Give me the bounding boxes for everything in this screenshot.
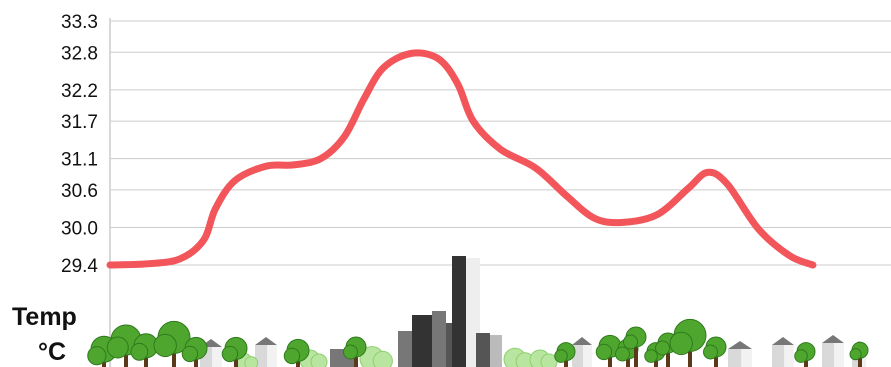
y-tick-label: 32.8 bbox=[61, 43, 98, 64]
tree-icon bbox=[343, 336, 367, 367]
tree-icon bbox=[623, 326, 647, 367]
tree-icon bbox=[130, 333, 159, 367]
tree-icon bbox=[554, 342, 576, 367]
house-icon bbox=[822, 335, 844, 367]
tree-icon bbox=[703, 336, 727, 367]
y-axis-unit: °C bbox=[38, 338, 66, 366]
y-axis-tick-labels: 33.3 32.8 32.2 31.7 31.1 30.6 30.0 29.4 bbox=[61, 12, 98, 277]
building-icon bbox=[412, 315, 432, 367]
bush-icon bbox=[359, 346, 393, 367]
tree-icon bbox=[669, 318, 707, 367]
y-tick-label: 29.4 bbox=[61, 256, 98, 277]
house-icon bbox=[728, 341, 752, 367]
building-icon bbox=[398, 331, 414, 367]
tree-icon bbox=[794, 342, 816, 367]
house-icon bbox=[255, 337, 277, 367]
tree-icon bbox=[181, 336, 208, 367]
building-icon bbox=[452, 256, 466, 367]
y-tick-label: 31.7 bbox=[61, 112, 98, 133]
house-icon bbox=[572, 337, 592, 367]
y-tick-label: 30.6 bbox=[61, 181, 98, 202]
series-lines bbox=[106, 49, 817, 269]
bush-icon bbox=[529, 349, 558, 367]
tree-icon bbox=[849, 341, 869, 367]
grid-lines bbox=[109, 18, 891, 367]
y-axis-label: Temp bbox=[12, 303, 77, 331]
building-icon bbox=[432, 311, 446, 367]
tree-icon bbox=[221, 336, 248, 367]
tree-icon bbox=[283, 338, 310, 367]
bush-icon bbox=[503, 347, 535, 367]
y-tick-label: 31.1 bbox=[61, 150, 98, 171]
house-icon bbox=[772, 337, 794, 367]
city-scenery-illustration bbox=[87, 256, 869, 367]
y-tick-label: 33.3 bbox=[61, 12, 98, 33]
y-tick-label: 30.0 bbox=[61, 218, 98, 239]
building-icon bbox=[476, 333, 490, 367]
tree-icon bbox=[153, 320, 191, 367]
building-icon bbox=[490, 335, 502, 367]
temperature-series-line bbox=[106, 49, 817, 269]
y-tick-label: 32.2 bbox=[61, 81, 98, 102]
